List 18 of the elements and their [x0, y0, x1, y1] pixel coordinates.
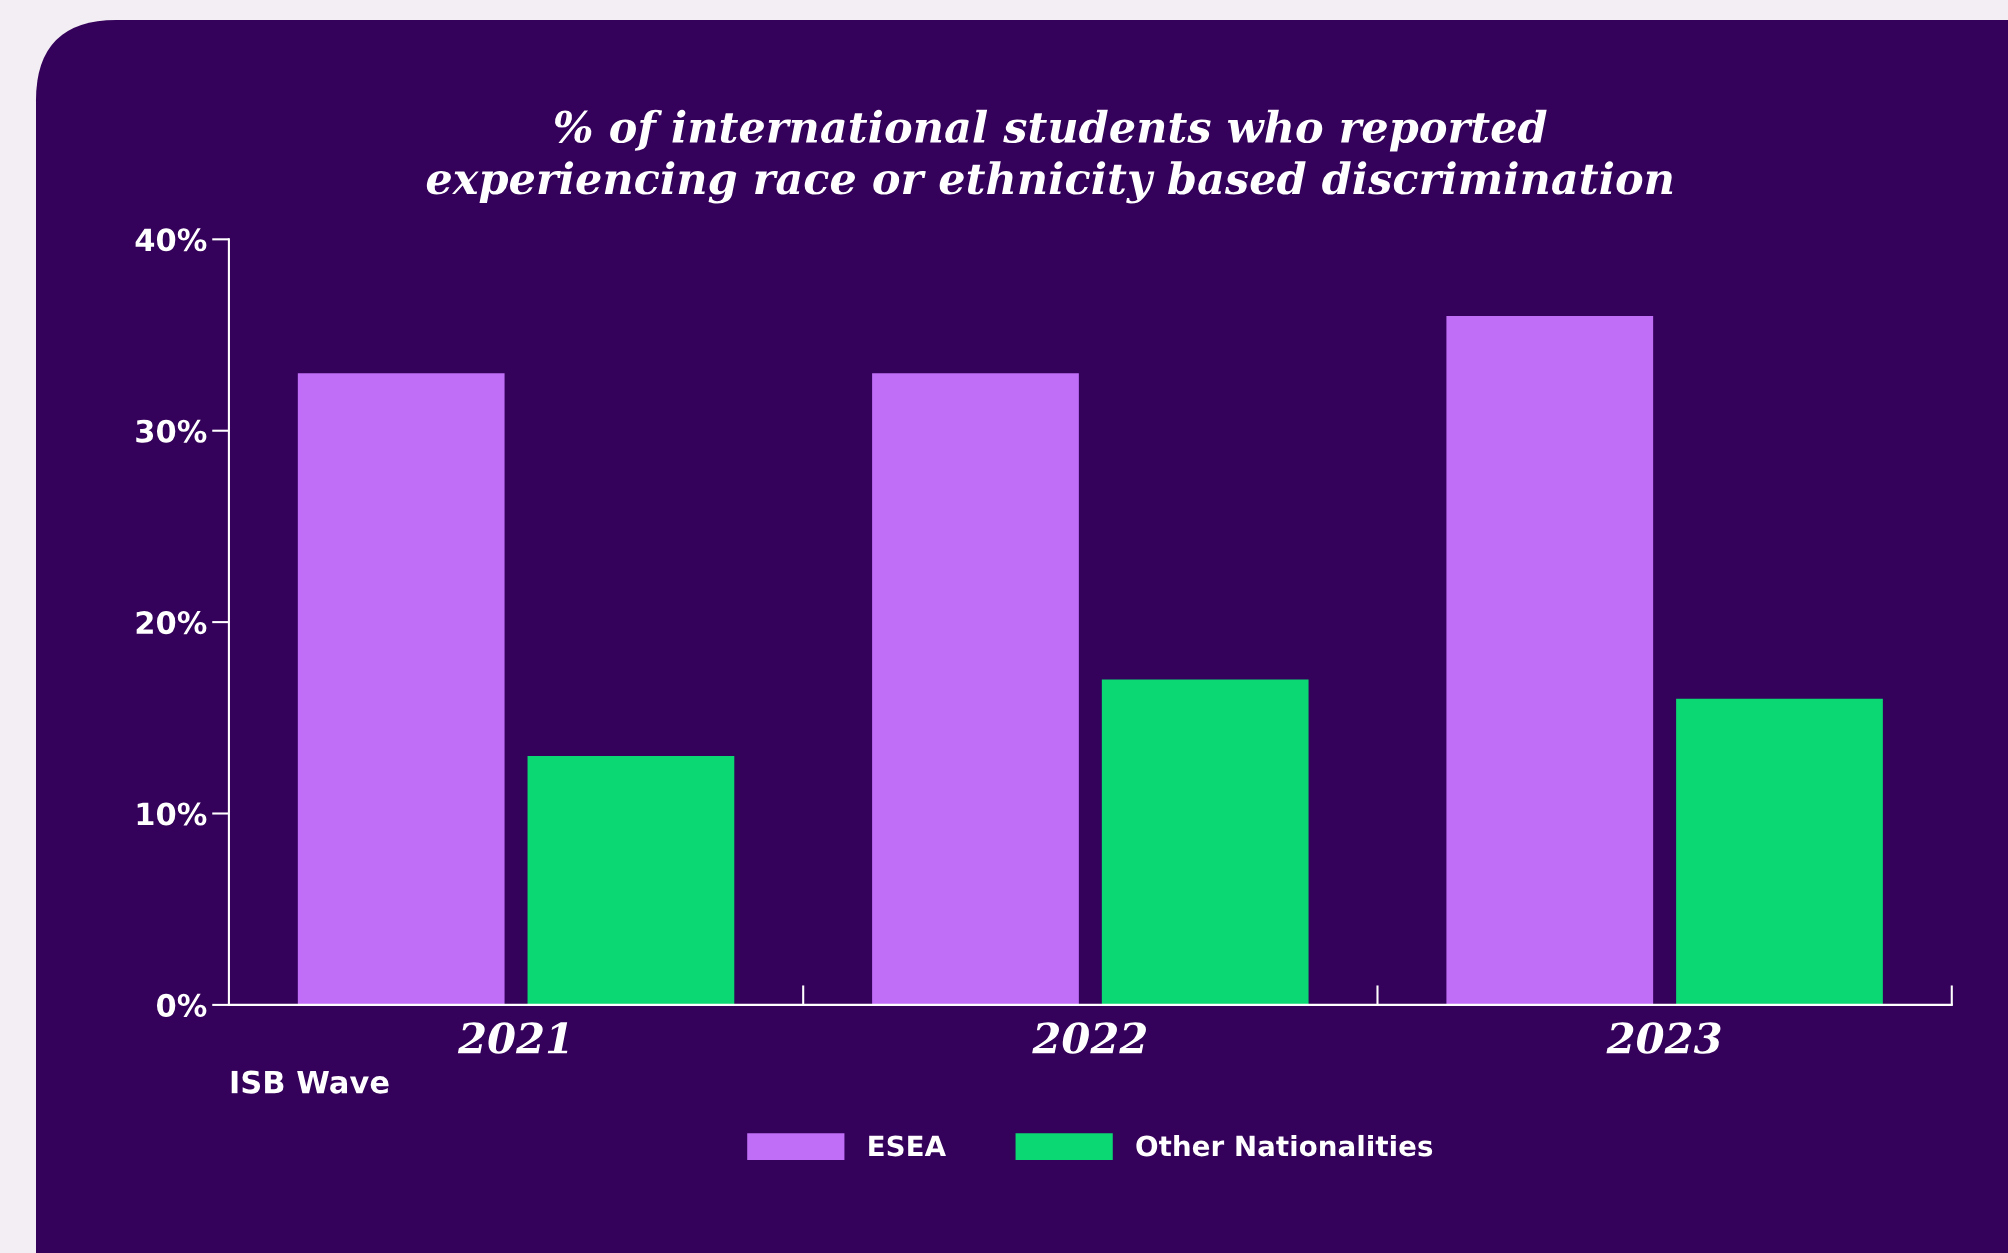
x-axis-title: ISB Wave: [231, 1070, 389, 1094]
bar: [1101, 679, 1309, 1005]
bar: [872, 373, 1079, 1005]
chart-title: % of international students who reported experiencing race or ethnicity based discrimination: [426, 109, 1673, 204]
x-tick-label: 2021: [457, 1022, 568, 1054]
y-tick-label: 30%: [136, 419, 207, 443]
bar: [527, 756, 735, 1005]
x-tick-label: 2023: [1606, 1022, 1721, 1054]
y-tick-label: 40%: [135, 228, 207, 252]
x-tick-label: 2022: [1032, 1022, 1146, 1054]
legend-label: ESEA: [869, 1135, 946, 1157]
legend-label: Other Nationalities: [1136, 1134, 1433, 1157]
bar: [1446, 315, 1654, 1005]
y-tick-label: 20%: [136, 611, 207, 635]
y-tick-label: 10%: [137, 802, 207, 826]
bar: [1676, 698, 1883, 1005]
bar: [297, 373, 505, 1005]
y-tick-label: 0%: [156, 993, 207, 1017]
